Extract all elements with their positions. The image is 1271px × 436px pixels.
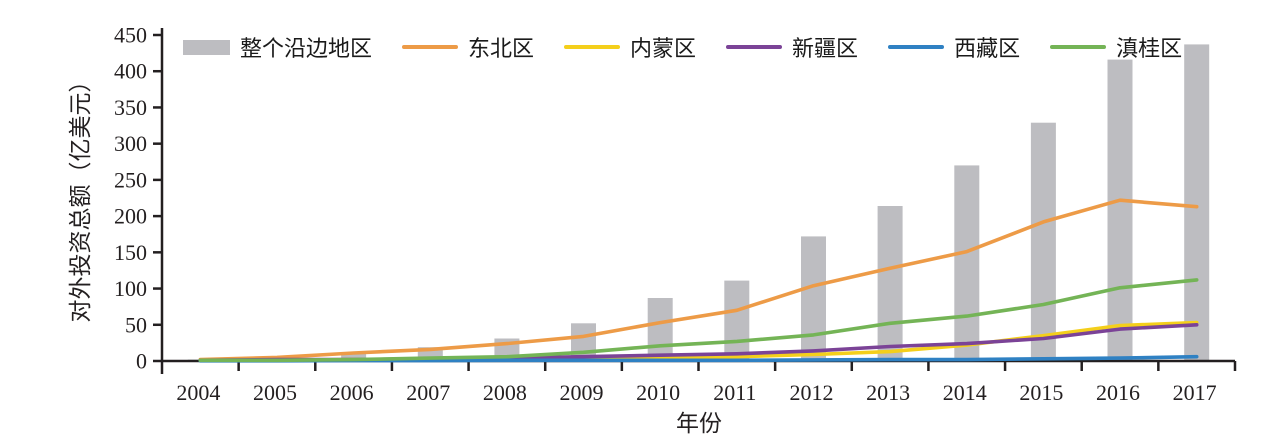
bar-2006 — [341, 353, 367, 361]
x-tick-label: 2004 — [176, 380, 220, 405]
bar-2010 — [647, 298, 673, 361]
x-tick-label: 2005 — [253, 380, 297, 405]
x-tick-label: 2014 — [943, 380, 987, 405]
y-axis-title: 对外投资总额（亿美元） — [68, 70, 93, 323]
legend-label: 滇桂区 — [1116, 36, 1183, 61]
legend-line-swatch — [1050, 45, 1107, 49]
x-tick-label: 2013 — [866, 380, 910, 405]
legend-label: 整个沿边地区 — [240, 36, 373, 61]
legend-label: 内蒙区 — [630, 36, 697, 61]
legend-item: 整个沿边地区 — [183, 31, 372, 63]
bar-2012 — [801, 236, 826, 361]
x-tick-label: 2010 — [636, 380, 680, 405]
y-tick-label: 450 — [114, 23, 147, 48]
x-axis-title: 年份 — [676, 411, 722, 436]
x-tick-label: 2011 — [713, 380, 756, 405]
bar-2015 — [1030, 122, 1056, 361]
legend-item: 东北区 — [402, 31, 534, 63]
x-tick-label: 2007 — [406, 380, 450, 405]
legend-item: 西藏区 — [888, 31, 1020, 63]
y-tick-label: 0 — [136, 349, 147, 374]
legend-item: 新疆区 — [726, 31, 858, 63]
y-tick-label: 100 — [114, 276, 147, 301]
y-tick-label: 150 — [114, 240, 147, 265]
y-tick-label: 250 — [114, 167, 147, 192]
x-tick-label: 2015 — [1019, 380, 1063, 405]
bar-2011 — [724, 280, 750, 361]
legend-line-swatch — [888, 45, 945, 49]
y-tick-label: 50 — [125, 312, 147, 337]
legend-item: 滇桂区 — [1050, 31, 1182, 63]
bar-2014 — [954, 165, 980, 361]
legend-line-swatch — [402, 45, 459, 49]
line-series — [198, 198, 1199, 362]
x-tick-label: 2016 — [1096, 380, 1140, 405]
legend-label: 西藏区 — [954, 36, 1021, 61]
legend-bar-swatch — [183, 39, 230, 55]
y-tick-label: 350 — [114, 95, 147, 120]
bars-layer — [187, 44, 1210, 362]
legend-line-swatch — [726, 45, 783, 49]
chart-legend: 整个沿边地区 东北区 内蒙区 新疆区 西藏区 滇桂区 — [183, 31, 1182, 63]
x-tick-label: 2009 — [560, 380, 604, 405]
legend-item: 内蒙区 — [564, 31, 696, 63]
bar-2017 — [1184, 44, 1210, 362]
y-tick-label: 400 — [114, 59, 147, 84]
y-tick-label: 200 — [114, 204, 147, 229]
bar-2013 — [877, 206, 903, 361]
legend-label: 东北区 — [468, 36, 535, 61]
x-tick-label: 2008 — [483, 380, 527, 405]
legend-label: 新疆区 — [792, 36, 859, 61]
lines-layer — [198, 198, 1199, 363]
x-tick-label: 2017 — [1173, 380, 1217, 405]
bar-2016 — [1107, 59, 1133, 361]
x-tick-label: 2006 — [330, 380, 374, 405]
legend-line-swatch — [564, 45, 621, 49]
x-tick-label: 2012 — [789, 380, 833, 405]
bar-2009 — [571, 323, 596, 361]
line-series — [198, 278, 1199, 363]
y-tick-label: 300 — [114, 131, 147, 156]
